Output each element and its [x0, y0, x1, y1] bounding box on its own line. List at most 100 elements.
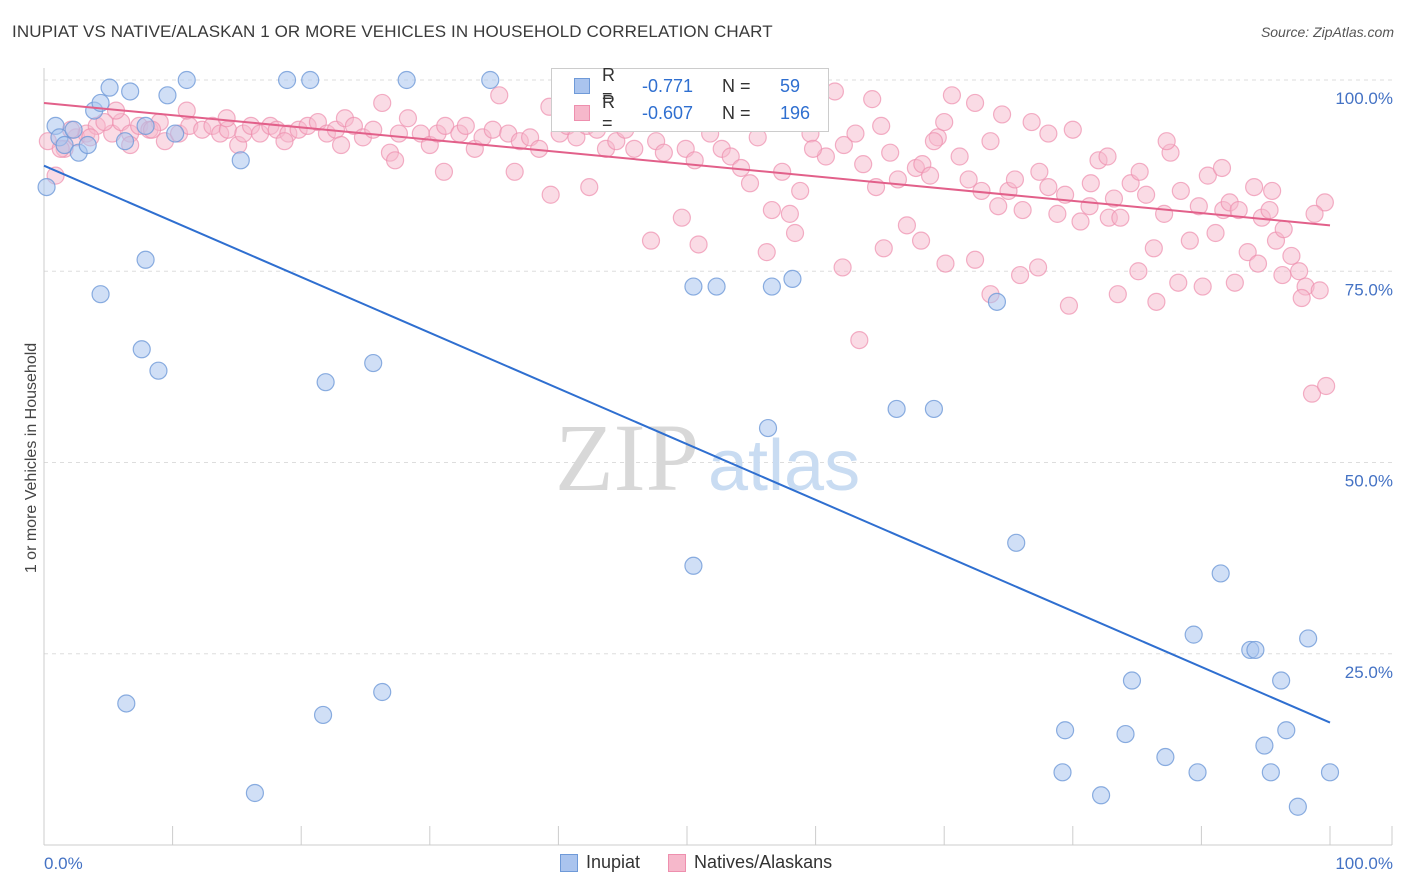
natives-point [1147, 292, 1166, 311]
natives-point [992, 105, 1012, 124]
natives-point [1248, 254, 1268, 273]
inupiat-point [132, 340, 151, 359]
y-axis-title: 1 or more Vehicles in Household [23, 343, 40, 573]
natives-point [436, 116, 455, 136]
natives-point [959, 170, 978, 189]
natives-point [1028, 258, 1048, 277]
inupiat-point [1055, 721, 1075, 740]
natives-point [854, 155, 873, 174]
natives-point [1193, 277, 1212, 296]
natives-point [850, 331, 869, 350]
inupiat-point [481, 70, 500, 90]
inupiat-point [158, 86, 177, 105]
natives-point [1229, 200, 1248, 220]
inupiat-point [1091, 786, 1111, 805]
inupiat-point [1255, 736, 1274, 755]
inupiat-point [1116, 724, 1135, 744]
natives-point [740, 174, 760, 193]
natives-point [217, 109, 236, 128]
natives-point [1005, 170, 1025, 189]
natives-point [1010, 265, 1030, 285]
natives-point [834, 135, 853, 155]
natives-point [1063, 120, 1082, 139]
natives-point [1302, 384, 1322, 403]
natives-point [1260, 200, 1279, 220]
natives-point [1315, 193, 1334, 212]
inupiat-point [707, 277, 726, 296]
legend-item-inupiat[interactable]: Inupiat [560, 852, 640, 873]
inupiat-legend-label: Inupiat [586, 852, 641, 872]
natives-point [872, 116, 891, 136]
natives-point [580, 178, 599, 197]
y-tick-label: 75.0% [1345, 280, 1393, 299]
inupiat-point [1277, 721, 1296, 740]
inupiat-point [1299, 629, 1318, 648]
natives-point [1129, 262, 1148, 281]
watermark: ZIP atlas [555, 404, 860, 511]
inupiat-point [277, 70, 297, 90]
inupiat-points [37, 70, 1340, 816]
natives-point [911, 231, 931, 250]
inupiat-swatch [574, 78, 590, 94]
natives-point [1292, 288, 1311, 308]
natives-point [1030, 162, 1049, 181]
natives-point [1059, 296, 1079, 315]
natives-legend-label: Natives/Alaskans [694, 852, 833, 872]
inupiat-point [37, 178, 56, 197]
n-label: N = [722, 75, 751, 96]
natives-point [1273, 265, 1292, 285]
inupiat-point [136, 250, 155, 269]
natives-point [1144, 239, 1163, 258]
natives-legend-swatch [668, 853, 687, 872]
inupiat-point [301, 70, 320, 90]
natives-point [989, 197, 1008, 216]
inupiat-point [115, 132, 135, 151]
inupiat-point [121, 82, 140, 101]
inupiat-point [1122, 671, 1142, 690]
x-tick-label: 0.0% [44, 854, 83, 873]
natives-point [1108, 285, 1127, 304]
natives-point [1245, 178, 1264, 197]
natives-point [541, 185, 560, 204]
natives-point [456, 116, 475, 136]
natives-point [1080, 197, 1099, 216]
natives-point [654, 143, 673, 162]
inupiat-point [1320, 763, 1340, 782]
natives-point [965, 250, 985, 269]
inupiat-point [64, 120, 83, 139]
trend-lines [43, 101, 1331, 724]
natives-point [1071, 212, 1090, 231]
legend-row-inupiat: R = -0.771 N = 59 [552, 65, 820, 106]
natives-trend-line [43, 101, 1331, 227]
natives-point [434, 162, 454, 181]
natives-point [1157, 132, 1176, 151]
natives-point [936, 254, 955, 273]
inupiat-point [313, 705, 333, 725]
natives-point [1238, 243, 1257, 262]
natives-point [1104, 189, 1124, 208]
inupiat-point [231, 151, 250, 170]
inupiat-point [762, 277, 781, 296]
legend-item-natives[interactable]: Natives/Alaskans [668, 852, 832, 873]
inupiat-point [1261, 763, 1280, 782]
natives-point [689, 235, 708, 254]
source-label: Source: ZipAtlas.com [1260, 24, 1394, 40]
natives-point [1130, 162, 1149, 181]
legend-row-natives: R = -0.607 N = 196 [552, 92, 820, 133]
natives-point [924, 132, 944, 151]
inupiat-point [100, 78, 119, 97]
natives-point [1305, 204, 1324, 223]
natives-point [275, 132, 294, 151]
inupiat-point [1184, 625, 1203, 644]
natives-point [757, 243, 776, 262]
natives-point [641, 231, 661, 250]
y-tick-label: 25.0% [1345, 663, 1393, 682]
inupiat-point [684, 556, 703, 575]
inupiat-trend-line [43, 164, 1331, 724]
natives-point [672, 208, 691, 227]
inupiat-point [1211, 564, 1230, 583]
watermark-zip: ZIP [555, 404, 699, 511]
inupiat-point [177, 70, 196, 90]
natives-point [1098, 147, 1117, 166]
